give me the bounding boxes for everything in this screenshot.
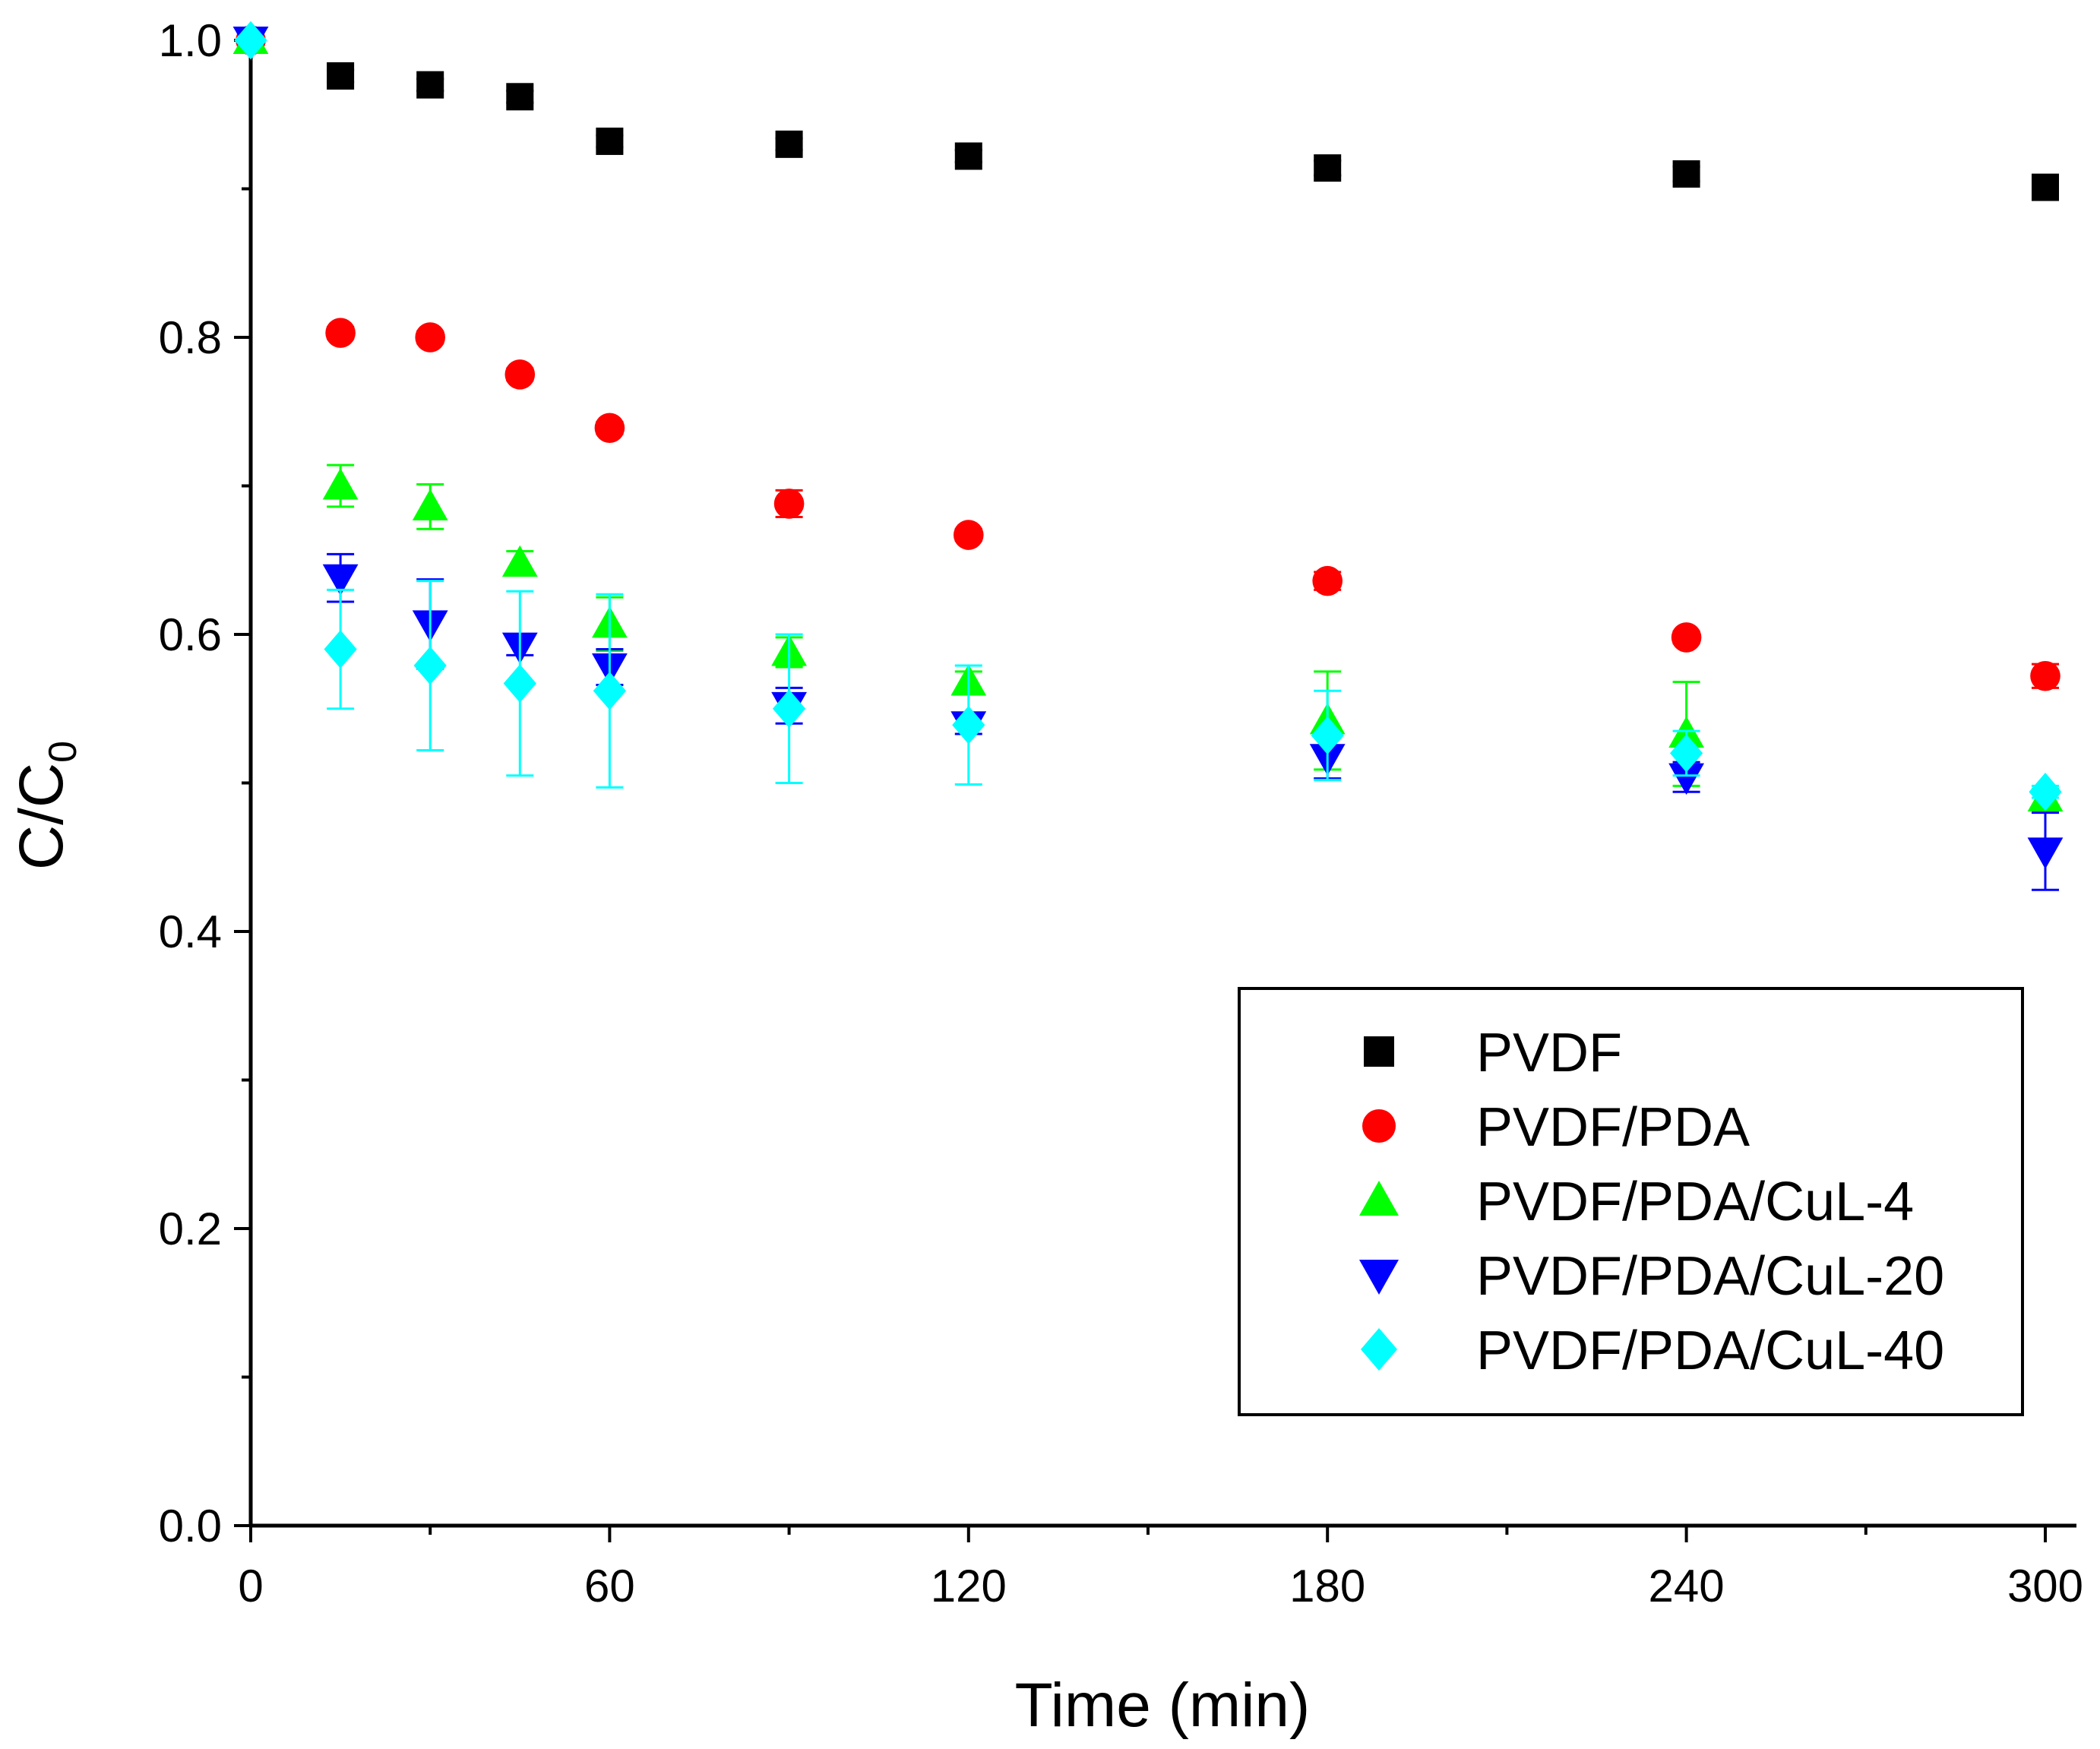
- y-tick-label: 0.8: [159, 312, 222, 363]
- data-point: [413, 646, 447, 685]
- data-point: [1671, 622, 1702, 653]
- axes: 0 60 120 180 240 300 0.0 0.2 0.4 0.6 0.8 1.0: [159, 15, 2083, 1611]
- data-point: [322, 468, 359, 500]
- y-tick-label: 0.0: [159, 1501, 222, 1551]
- data-point: [234, 21, 267, 60]
- data-point: [2032, 173, 2059, 201]
- x-tick-label: 0: [238, 1561, 263, 1611]
- data-point: [1311, 716, 1344, 755]
- data-point: [596, 127, 624, 155]
- data-point: [324, 630, 357, 669]
- legend-label: PVDF/PDA/CuL-20: [1476, 1246, 1944, 1307]
- legend: PVDF PVDF/PDA PVDF/PDA/CuL-4 PVDF/PDA/CuL-2…: [1238, 987, 2024, 1416]
- x-tick-label: 120: [931, 1561, 1007, 1611]
- data-point: [412, 489, 448, 520]
- legend-marker: [1359, 1181, 1399, 1216]
- data-point: [2027, 837, 2064, 869]
- legend-marker: [1364, 1036, 1394, 1067]
- legend-marker: [1359, 1260, 1399, 1295]
- data-point: [775, 130, 803, 158]
- y-axis-title: C/C0: [7, 741, 85, 870]
- data-point: [593, 672, 626, 710]
- series-pvdf-pda-cul-20: [232, 27, 2064, 891]
- data-point: [504, 359, 536, 390]
- y-tick-label: 0.6: [159, 609, 222, 660]
- x-axis-title: Time (min): [1015, 1671, 1311, 1740]
- data-point: [327, 62, 355, 90]
- y-tick-label: 1.0: [159, 15, 222, 66]
- y-tick-label: 0.4: [159, 906, 222, 957]
- y-tick-label: 0.2: [159, 1203, 222, 1254]
- series-pvdf: [237, 27, 2059, 201]
- data-point: [415, 322, 445, 353]
- data-point: [1314, 154, 1342, 182]
- series-pvdf-pda-cul-4: [232, 22, 2064, 812]
- data-point: [2029, 773, 2062, 811]
- data-point: [322, 564, 359, 596]
- data-point: [1312, 565, 1343, 596]
- data-point: [1668, 763, 1704, 795]
- data-point: [1670, 734, 1703, 773]
- legend-label: PVDF/PDA/CuL-4: [1476, 1172, 1914, 1232]
- x-tick-label: 60: [584, 1561, 635, 1611]
- data-point: [506, 83, 534, 111]
- legend-marker: [1361, 1328, 1397, 1371]
- series-pvdf-pda-cul-40: [234, 21, 2062, 811]
- data-marks: [232, 21, 2064, 891]
- data-point: [325, 318, 356, 348]
- data-point: [773, 689, 806, 728]
- y-axis-title-subscript: 0: [41, 741, 85, 763]
- data-point: [594, 413, 625, 444]
- data-point: [501, 545, 538, 577]
- legend-label: PVDF: [1476, 1023, 1622, 1083]
- data-point: [954, 142, 982, 170]
- data-point: [954, 520, 984, 550]
- x-tick-label: 240: [1649, 1561, 1725, 1611]
- data-point: [503, 664, 536, 703]
- x-tick-label: 180: [1289, 1561, 1365, 1611]
- data-point: [952, 706, 985, 745]
- series-pvdf-pda: [236, 25, 2060, 691]
- legend-label: PVDF/PDA: [1476, 1097, 1750, 1158]
- legend-marker: [1362, 1109, 1396, 1143]
- data-point: [416, 71, 444, 99]
- y-axis-title-main: C/C: [7, 763, 76, 870]
- data-point: [773, 489, 805, 519]
- data-point: [1672, 160, 1700, 188]
- x-tick-label: 300: [2007, 1561, 2083, 1611]
- legend-label: PVDF/PDA/CuL-40: [1476, 1320, 1944, 1381]
- data-point: [2030, 660, 2060, 691]
